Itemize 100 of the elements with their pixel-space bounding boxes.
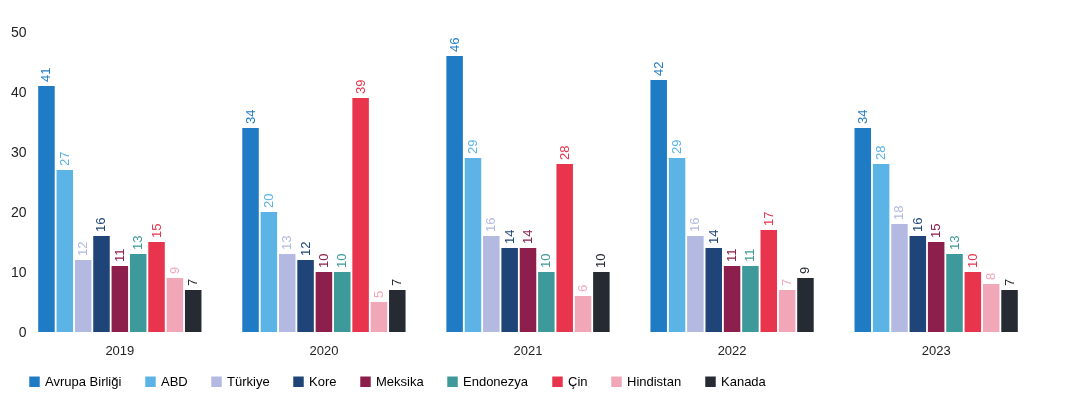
- y-tick-label: 50: [10, 23, 27, 40]
- bar: [519, 248, 537, 332]
- bar: [556, 164, 573, 332]
- data-label: 28: [556, 145, 572, 160]
- legend-label: Kore: [309, 373, 337, 389]
- bar: [483, 236, 500, 332]
- data-label: 12: [75, 241, 91, 256]
- bar: [723, 266, 741, 332]
- bar: [705, 248, 722, 332]
- bar: [148, 242, 165, 332]
- bar: [464, 158, 482, 332]
- legend-label: ABD: [161, 373, 188, 389]
- bar: [501, 248, 518, 332]
- x-tick-label: 2019: [105, 342, 135, 358]
- data-label: 20: [260, 193, 276, 208]
- bar: [891, 224, 908, 332]
- bar: [370, 302, 388, 332]
- bar: [778, 290, 796, 332]
- bar: [742, 266, 759, 332]
- bar: [687, 236, 704, 332]
- data-label: 7: [389, 278, 405, 286]
- data-label: 11: [111, 248, 127, 262]
- data-label: 6: [575, 284, 591, 292]
- bar: [260, 212, 278, 332]
- data-label: 39: [352, 79, 368, 94]
- y-tick-label: 30: [10, 143, 27, 160]
- data-label: 15: [148, 223, 164, 238]
- legend-label: Çin: [568, 373, 588, 389]
- bar: [927, 242, 945, 332]
- data-label: 10: [538, 253, 554, 268]
- y-tick-label: 10: [10, 263, 27, 280]
- data-label: 5: [370, 290, 386, 298]
- data-label: 10: [315, 253, 331, 268]
- y-tick-label: 0: [18, 323, 27, 340]
- legend-label: Meksika: [376, 373, 425, 389]
- bar: [297, 260, 314, 332]
- bar: [854, 128, 872, 332]
- bar: [278, 254, 296, 332]
- bar: [538, 272, 555, 332]
- data-label: 42: [650, 61, 666, 76]
- data-label: 10: [964, 253, 980, 268]
- bar: [334, 272, 351, 332]
- data-label: 9: [797, 266, 813, 274]
- x-tick-label: 2021: [513, 342, 543, 358]
- data-label: 27: [56, 151, 72, 166]
- data-label: 12: [297, 241, 313, 256]
- bar: [982, 284, 1000, 332]
- data-label: 16: [909, 217, 925, 232]
- data-label: 16: [483, 217, 499, 232]
- legend-label: Hindistan: [627, 373, 682, 389]
- data-label: 8: [983, 272, 999, 280]
- data-label: 11: [742, 248, 758, 262]
- bar: [797, 278, 814, 332]
- bar: [964, 272, 982, 332]
- bar: [74, 260, 92, 332]
- bar: [760, 230, 778, 332]
- data-label: 11: [724, 248, 740, 262]
- data-label: 16: [687, 217, 703, 232]
- legend-label: Avrupa Birliği: [45, 373, 122, 389]
- data-label: 9: [166, 266, 182, 274]
- data-label: 10: [334, 253, 350, 268]
- bar: [872, 164, 890, 332]
- x-tick-label: 2020: [309, 342, 339, 358]
- data-label: 13: [279, 235, 295, 250]
- bar: [93, 236, 110, 332]
- data-label: 29: [669, 139, 685, 154]
- data-label: 18: [891, 205, 907, 220]
- bar: [593, 272, 610, 332]
- bar: [56, 170, 74, 332]
- data-label: 15: [928, 223, 944, 238]
- bar: [1001, 290, 1018, 332]
- x-tick-label: 2022: [717, 342, 747, 358]
- data-label: 16: [93, 217, 109, 232]
- bar: [668, 158, 686, 332]
- data-label: 7: [185, 278, 201, 286]
- legend-label: Türkiye: [227, 373, 270, 389]
- y-tick-label: 20: [10, 203, 27, 220]
- legend-label: Endonezya: [463, 373, 529, 389]
- data-label: 14: [501, 229, 517, 244]
- data-label: 13: [130, 235, 146, 250]
- data-label: 14: [705, 229, 721, 244]
- data-label: 46: [446, 37, 462, 52]
- data-label: 7: [779, 278, 795, 286]
- data-label: 28: [873, 145, 889, 160]
- data-label: 34: [242, 109, 258, 124]
- bar: [315, 272, 333, 332]
- bar: [242, 128, 259, 332]
- bar: [946, 254, 963, 332]
- bar: [111, 266, 129, 332]
- y-tick-label: 40: [10, 83, 27, 100]
- bar: [389, 290, 406, 332]
- bar: [129, 254, 147, 332]
- bar: [352, 98, 369, 332]
- data-label: 34: [854, 109, 870, 124]
- bar: [446, 56, 463, 332]
- data-label: 10: [593, 253, 609, 268]
- bar: [184, 290, 202, 332]
- bar: [650, 80, 667, 332]
- data-label: 29: [464, 139, 480, 154]
- data-label: 41: [38, 67, 54, 82]
